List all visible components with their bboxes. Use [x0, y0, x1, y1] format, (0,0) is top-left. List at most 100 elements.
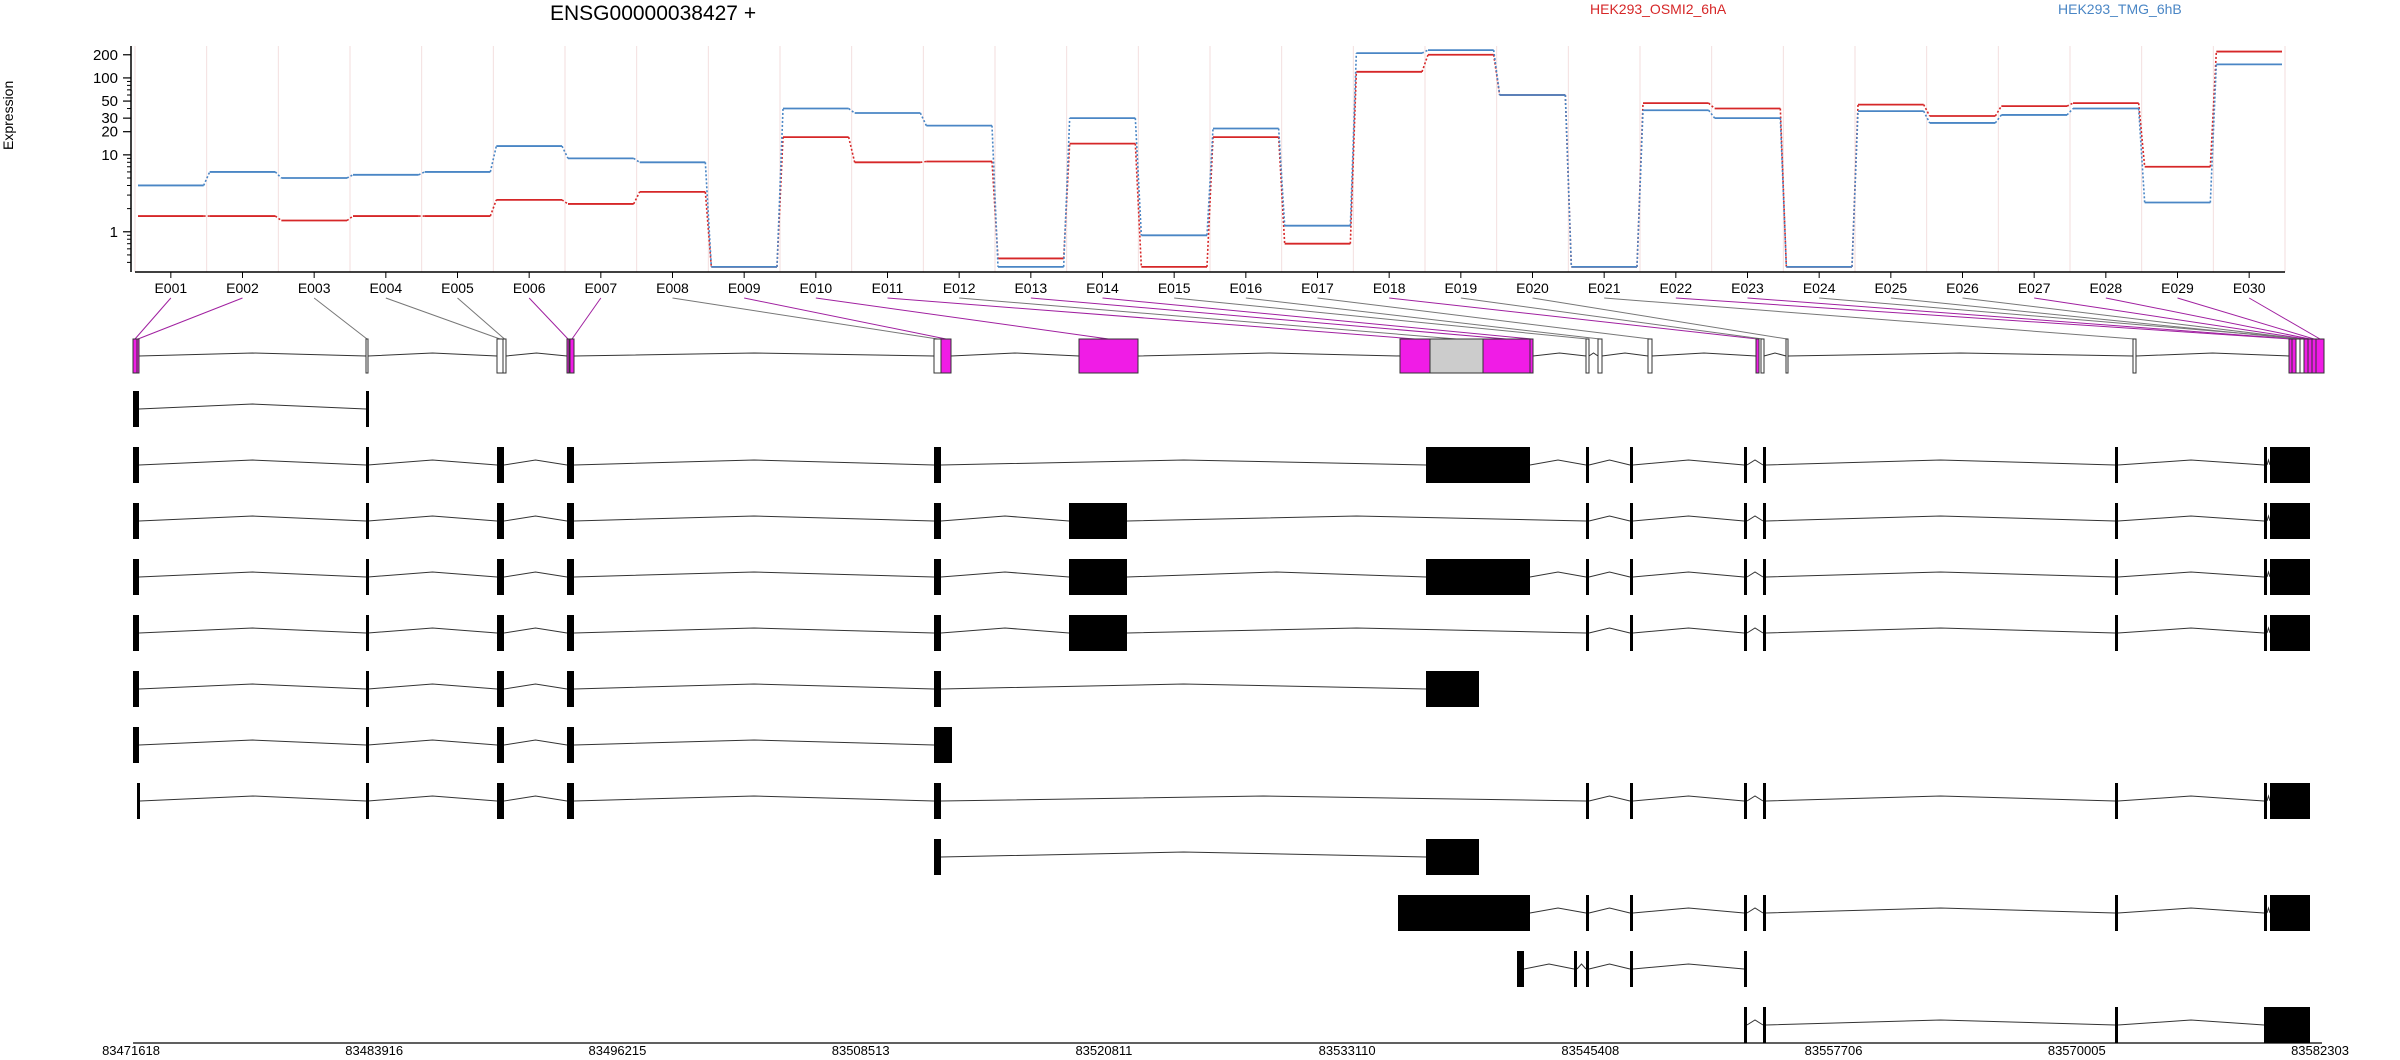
transcript-exon	[567, 727, 574, 763]
transcript-exon	[2264, 447, 2267, 483]
legend-series-a: HEK293_OSMI2_6hA	[1590, 1, 1727, 17]
transcript-exon	[133, 727, 139, 763]
transcript-intron	[138, 739, 367, 746]
series-connector	[202, 171, 211, 186]
transcript-exon	[1763, 1007, 1766, 1043]
intron-line	[1588, 352, 1599, 357]
exon-connector	[1604, 297, 2135, 340]
x-tick-label: E017	[1301, 280, 1334, 296]
exon-connector	[1317, 297, 1651, 340]
exon-connector	[815, 297, 1109, 340]
transcript-intron	[1588, 963, 1631, 970]
transcript-intron	[1523, 963, 1575, 970]
transcript-exon	[2270, 503, 2310, 539]
exon-connector	[744, 297, 947, 340]
series-connector	[489, 199, 498, 217]
transcript-intron	[1632, 571, 1745, 578]
x-tick-label: E012	[943, 280, 976, 296]
x-tick-label: E018	[1373, 280, 1406, 296]
exon-connector	[1389, 297, 1758, 340]
series-connector	[1134, 143, 1143, 267]
exon-bin-box	[1482, 338, 1531, 374]
x-tick-label: E030	[2233, 280, 2266, 296]
transcript-intron	[940, 795, 1587, 802]
intron-line	[950, 352, 1080, 357]
genomic-coordinate-label: 83496215	[589, 1043, 647, 1058]
transcript-exon	[1744, 503, 1747, 539]
exon-connector	[2177, 297, 2315, 340]
transcript-intron	[940, 571, 1070, 578]
genomic-coordinate-label: 83582303	[2291, 1043, 2349, 1058]
y-tick-label: 1	[110, 224, 118, 241]
transcript-intron	[367, 459, 498, 466]
series-connector	[776, 108, 784, 267]
series-connector	[1779, 118, 1788, 267]
transcript-exon	[2264, 895, 2267, 931]
transcript-exon	[1744, 559, 1747, 595]
transcript-intron	[138, 459, 367, 466]
series-connector	[1277, 128, 1286, 226]
transcript-intron	[573, 795, 935, 802]
exon-bin-box	[1597, 338, 1603, 374]
x-tick-label: E009	[728, 280, 761, 296]
exon-connector	[2105, 297, 2311, 340]
series-connector	[1134, 118, 1143, 236]
transcript-intron	[1588, 907, 1631, 914]
series-connector	[1994, 105, 2003, 117]
x-tick-label: E021	[1588, 280, 1621, 296]
transcript-intron	[138, 627, 367, 634]
series-connector	[991, 125, 999, 267]
series-connector	[1994, 114, 2002, 124]
transcript-exon	[1586, 951, 1589, 987]
exon-bin-box	[2311, 338, 2317, 374]
series-connector	[847, 136, 856, 163]
expression-series	[138, 49, 2282, 268]
intron-line	[1532, 352, 1587, 357]
transcript-intron	[573, 683, 935, 690]
transcript-exon	[366, 559, 369, 595]
exon-connector	[1962, 297, 2303, 340]
transcript-intron	[573, 739, 935, 746]
transcript-intron	[1746, 795, 1764, 802]
transcript-exon	[1630, 559, 1633, 595]
transcript-exon	[2115, 615, 2118, 651]
intron-line	[1601, 352, 1649, 357]
transcript-exon	[2270, 783, 2310, 819]
transcript-exon	[497, 559, 504, 595]
gene-title: ENSG00000038427 +	[550, 2, 757, 25]
exon-connector	[1747, 297, 2295, 340]
transcript-exon	[1744, 447, 1747, 483]
transcript-exon	[1763, 783, 1766, 819]
transcript-exon	[1763, 447, 1766, 483]
transcript-exon	[1744, 895, 1747, 931]
genomic-coordinate-label: 83520811	[1075, 1043, 1132, 1058]
transcript-intron	[1529, 459, 1587, 466]
intron-line	[1137, 352, 1401, 357]
x-tick-label: E020	[1516, 280, 1549, 296]
exon-bin-box	[569, 338, 575, 374]
exon-bin-box	[566, 338, 570, 374]
series-connector	[274, 171, 282, 179]
series-connector	[418, 171, 426, 176]
transcript-exon	[2115, 1007, 2118, 1043]
series-connector	[920, 160, 927, 164]
transcript-intron	[1632, 459, 1745, 466]
genomic-coordinate-label: 83483916	[345, 1043, 403, 1058]
transcript-intron	[2266, 626, 2271, 634]
exon-bin-box	[502, 338, 507, 374]
transcript-exon	[1744, 615, 1747, 651]
transcript-exon	[1069, 559, 1127, 595]
transcript-exon	[133, 447, 139, 483]
exon-connector	[2248, 297, 2321, 340]
transcript-intron	[1126, 515, 1587, 522]
transcript-exon	[934, 727, 952, 763]
series-connector	[704, 162, 713, 267]
exon-connector-lines	[134, 297, 2321, 340]
genomic-coordinate-label: 83471618	[102, 1043, 160, 1058]
x-tick-label: E008	[656, 280, 689, 296]
transcript-exon	[366, 727, 369, 763]
transcript-intron	[1632, 963, 1745, 970]
exon-bin-box	[496, 338, 504, 374]
transcript-intron	[1588, 459, 1631, 466]
